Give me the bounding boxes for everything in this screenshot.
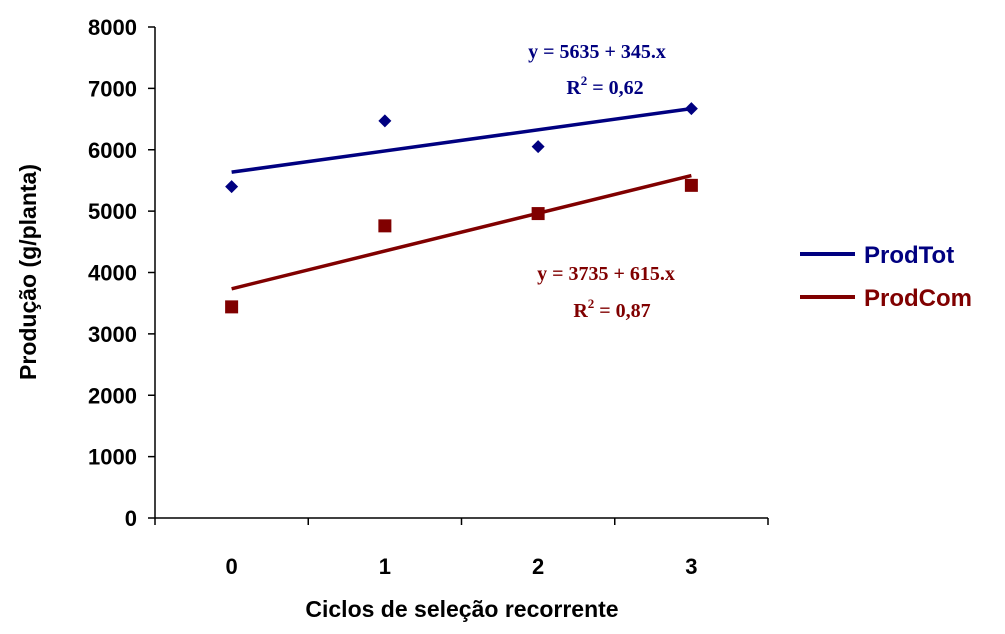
legend: ProdTot ProdCom: [800, 242, 972, 312]
y-tick-label: 6000: [88, 138, 137, 163]
data-point-prodtot: [531, 140, 545, 154]
y-tick-label: 7000: [88, 76, 137, 101]
r2-prodtot-prefix: R: [566, 77, 581, 99]
equation-prodtot-line: y = 5635 + 345.x: [528, 41, 666, 63]
y-axis-title: Produção (g/planta): [15, 164, 41, 380]
equation-prodcom-line: y = 3735 + 615.x: [537, 263, 675, 285]
data-point-prodcom: [531, 207, 545, 221]
y-tick-label: 3000: [88, 322, 137, 347]
x-tick-label: 1: [379, 554, 391, 579]
y-tick-label: 8000: [88, 15, 137, 40]
y-tick-label: 0: [125, 506, 137, 531]
equation-prodtot: y = 5635 + 345.x R2 = 0,62: [528, 41, 666, 99]
legend-item-prodtot: ProdTot: [800, 242, 954, 269]
y-tick-label: 1000: [88, 445, 137, 470]
equation-prodcom: y = 3735 + 615.x R2 = 0,87: [537, 263, 675, 322]
data-point-prodcom: [225, 300, 239, 314]
x-tick-label: 3: [685, 554, 697, 579]
legend-label-prodtot: ProdTot: [864, 242, 954, 269]
data-points: [225, 102, 698, 314]
data-point-prodcom: [684, 178, 698, 192]
x-axis-title: Ciclos de seleção recorrente: [305, 596, 618, 622]
r2-prodcom: R2 = 0,87: [573, 296, 650, 322]
r2-prodtot: R2 = 0,62: [566, 73, 643, 99]
trendline-prodtot: [231, 106, 692, 174]
x-tick-label: 2: [532, 554, 544, 579]
axes: 0 1000 2000 3000 4000 5000 6000 7000 8000 0 1 2 3: [88, 15, 769, 579]
y-tick-label: 4000: [88, 261, 137, 286]
r2-prodcom-value: = 0,87: [594, 300, 650, 322]
trendline-prodcom: [231, 173, 692, 291]
y-tick-label: 2000: [88, 383, 137, 408]
legend-item-prodcom: ProdCom: [800, 285, 972, 312]
r2-prodtot-value: = 0,62: [587, 77, 643, 99]
x-tick-label: 0: [226, 554, 238, 579]
data-point-prodtot: [225, 180, 239, 194]
data-point-prodtot: [684, 102, 698, 116]
r2-prodcom-prefix: R: [573, 300, 588, 322]
legend-label-prodcom: ProdCom: [864, 285, 972, 312]
trendlines: [231, 106, 692, 291]
r2-prodcom-sup: 2: [588, 296, 595, 311]
data-point-prodcom: [378, 219, 392, 233]
r2-prodtot-sup: 2: [581, 73, 588, 88]
data-point-prodtot: [378, 114, 392, 128]
y-tick-label: 5000: [88, 199, 137, 224]
